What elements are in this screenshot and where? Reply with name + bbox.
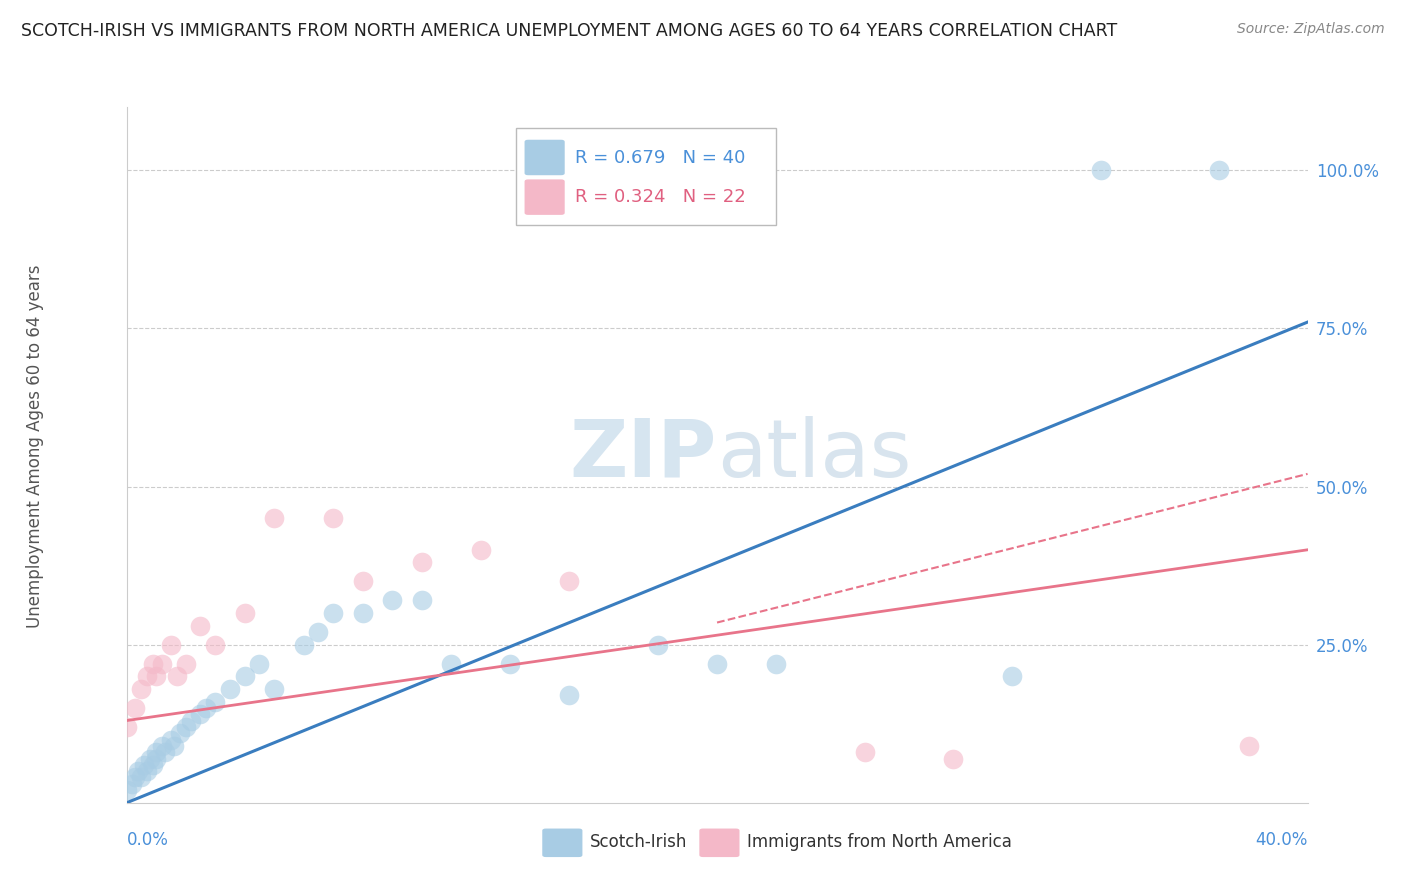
FancyBboxPatch shape: [543, 829, 582, 857]
Point: [142, 657, 165, 671]
Point: [499, 657, 522, 671]
Point: [124, 771, 146, 785]
Point: [159, 732, 183, 747]
Point: [145, 669, 167, 683]
Point: [121, 777, 143, 791]
Text: Source: ZipAtlas.com: Source: ZipAtlas.com: [1237, 22, 1385, 37]
Point: [124, 701, 146, 715]
Point: [169, 726, 191, 740]
Point: [247, 657, 270, 671]
Point: [1090, 163, 1112, 178]
Point: [1237, 739, 1260, 753]
Point: [411, 593, 433, 607]
Point: [352, 606, 374, 620]
Point: [1208, 163, 1230, 178]
Point: [204, 638, 226, 652]
Point: [129, 771, 153, 785]
Point: [558, 688, 581, 702]
Point: [127, 764, 149, 779]
Text: R = 0.679   N = 40: R = 0.679 N = 40: [575, 149, 745, 167]
Text: ZIP: ZIP: [569, 416, 717, 494]
Point: [470, 542, 492, 557]
Point: [195, 701, 218, 715]
Point: [159, 638, 183, 652]
Point: [153, 745, 176, 759]
Point: [150, 657, 173, 671]
Point: [706, 657, 728, 671]
FancyBboxPatch shape: [524, 140, 565, 175]
Point: [322, 606, 344, 620]
Text: Unemployment Among Ages 60 to 64 years: Unemployment Among Ages 60 to 64 years: [27, 264, 44, 628]
Point: [558, 574, 581, 589]
FancyBboxPatch shape: [524, 179, 565, 215]
Point: [322, 511, 344, 525]
FancyBboxPatch shape: [516, 128, 776, 226]
Point: [233, 669, 256, 683]
Point: [307, 625, 329, 640]
Text: R = 0.324   N = 22: R = 0.324 N = 22: [575, 188, 747, 206]
Point: [647, 638, 669, 652]
Point: [292, 638, 315, 652]
Point: [129, 681, 153, 696]
Point: [136, 669, 159, 683]
Text: 40.0%: 40.0%: [1256, 830, 1308, 848]
Point: [853, 745, 876, 759]
Point: [180, 714, 202, 728]
Text: Scotch-Irish: Scotch-Irish: [589, 833, 688, 852]
Point: [263, 511, 285, 525]
Point: [139, 751, 162, 765]
Point: [352, 574, 374, 589]
Point: [263, 681, 285, 696]
Point: [142, 757, 165, 772]
Text: atlas: atlas: [717, 416, 911, 494]
Text: 0.0%: 0.0%: [127, 830, 169, 848]
Point: [381, 593, 404, 607]
Text: SCOTCH-IRISH VS IMMIGRANTS FROM NORTH AMERICA UNEMPLOYMENT AMONG AGES 60 TO 64 Y: SCOTCH-IRISH VS IMMIGRANTS FROM NORTH AM…: [21, 22, 1118, 40]
Point: [1001, 669, 1024, 683]
Point: [411, 556, 433, 570]
Point: [136, 764, 159, 779]
Point: [233, 606, 256, 620]
Point: [115, 720, 138, 734]
Point: [115, 783, 138, 797]
Point: [942, 751, 965, 765]
Text: Immigrants from North America: Immigrants from North America: [747, 833, 1011, 852]
Point: [174, 720, 197, 734]
Point: [166, 669, 188, 683]
Point: [188, 618, 211, 632]
Point: [765, 657, 787, 671]
Point: [219, 681, 242, 696]
Point: [150, 739, 173, 753]
Point: [145, 751, 167, 765]
Point: [134, 757, 156, 772]
Point: [163, 739, 186, 753]
Point: [145, 745, 167, 759]
Point: [174, 657, 197, 671]
Point: [440, 657, 463, 671]
Point: [204, 695, 226, 709]
FancyBboxPatch shape: [699, 829, 740, 857]
Point: [188, 707, 211, 722]
